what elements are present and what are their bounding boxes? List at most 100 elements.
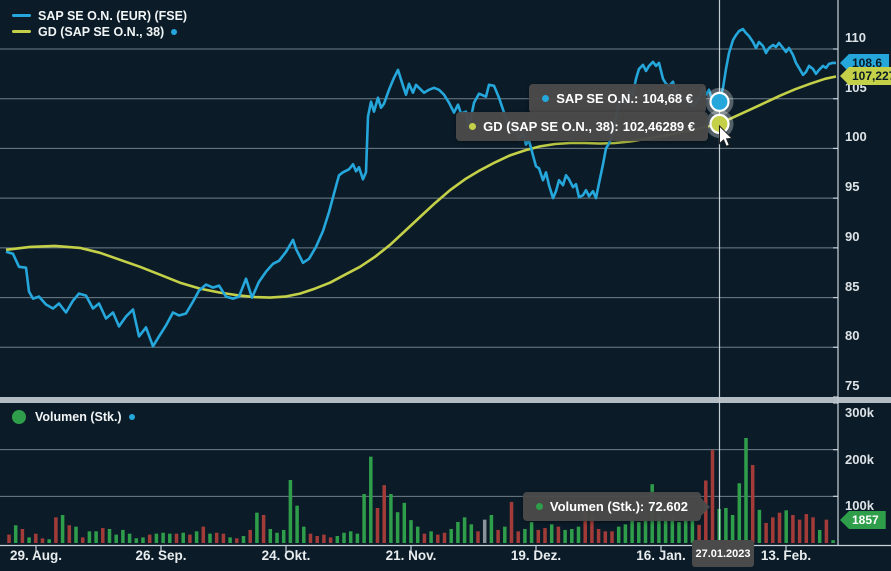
volume-bar[interactable] — [556, 526, 561, 543]
volume-bar[interactable] — [154, 533, 159, 543]
volume-bar[interactable] — [797, 519, 802, 543]
volume-bar[interactable] — [328, 537, 333, 543]
volume-bar[interactable] — [255, 512, 259, 543]
volume-bar[interactable] — [315, 535, 319, 543]
volume-bar[interactable] — [710, 450, 715, 543]
volume-bar[interactable] — [422, 533, 427, 543]
volume-bar[interactable] — [583, 507, 587, 543]
volume-bar[interactable] — [348, 531, 353, 543]
volume-bar[interactable] — [744, 437, 748, 543]
volume-bar[interactable] — [817, 529, 822, 543]
volume-bar[interactable] — [322, 534, 326, 543]
volume-bar[interactable] — [114, 534, 118, 543]
legend-gd-series[interactable]: GD (SAP SE O.N., 38) — [12, 24, 187, 39]
volume-bar[interactable] — [275, 532, 279, 543]
volume-bar[interactable] — [549, 524, 554, 543]
volume-bar[interactable] — [268, 528, 273, 543]
volume-bar[interactable] — [221, 533, 226, 543]
volume-bar[interactable] — [523, 528, 527, 543]
volume-bar[interactable] — [34, 533, 38, 543]
volume-bar[interactable] — [174, 533, 179, 543]
volume-settings-dot-icon[interactable] — [128, 414, 135, 420]
volume-bar[interactable] — [603, 531, 608, 543]
volume-bar[interactable] — [563, 529, 567, 543]
volume-bar[interactable] — [194, 531, 199, 543]
volume-bar[interactable] — [771, 517, 775, 543]
volume-bar[interactable] — [181, 532, 185, 543]
volume-bar[interactable] — [201, 526, 206, 543]
volume-bar[interactable] — [637, 521, 641, 543]
volume-bar[interactable] — [248, 529, 252, 543]
volume-bar[interactable] — [791, 514, 795, 543]
volume-bar[interactable] — [369, 456, 373, 543]
volume-bar[interactable] — [610, 531, 614, 543]
volume-bar[interactable] — [228, 537, 232, 543]
volume-bar[interactable] — [7, 534, 11, 543]
volume-bar[interactable] — [235, 538, 239, 543]
volume-bar[interactable] — [281, 529, 286, 543]
volume-bar[interactable] — [516, 531, 520, 543]
volume-bar[interactable] — [214, 532, 219, 543]
volume-bar[interactable] — [570, 528, 574, 543]
volume-bar[interactable] — [74, 526, 78, 543]
volume-bar[interactable] — [663, 519, 668, 543]
volume-bar[interactable] — [469, 524, 474, 543]
volume-bar[interactable] — [389, 493, 393, 543]
volume-bar[interactable] — [382, 485, 386, 543]
volume-bar[interactable] — [13, 525, 18, 543]
legend-price-series[interactable]: SAP SE O.N. (EUR) (FSE) — [12, 8, 187, 23]
price-marker[interactable] — [709, 91, 730, 112]
volume-bar[interactable] — [429, 531, 433, 543]
volume-bar[interactable] — [141, 537, 145, 543]
volume-bar[interactable] — [60, 514, 65, 543]
volume-bar[interactable] — [121, 529, 125, 543]
volume-bar[interactable] — [261, 514, 266, 543]
volume-bar[interactable] — [302, 526, 306, 543]
volume-bar[interactable] — [241, 535, 246, 543]
volume-bar[interactable] — [683, 519, 688, 543]
volume-bar[interactable] — [777, 512, 782, 543]
volume-bar[interactable] — [295, 505, 299, 543]
volume-bar[interactable] — [623, 524, 628, 543]
volume-bar[interactable] — [342, 532, 346, 543]
volume-bar[interactable] — [677, 521, 681, 543]
volume-bar[interactable] — [27, 537, 31, 543]
volume-bar[interactable] — [188, 534, 192, 543]
volume-bar[interactable] — [576, 526, 581, 543]
volume-bar[interactable] — [503, 526, 507, 543]
volume-bar[interactable] — [436, 534, 440, 543]
volume-bar[interactable] — [804, 514, 809, 543]
volume-bar[interactable] — [529, 521, 534, 543]
volume-bar[interactable] — [476, 531, 480, 543]
volume-bar[interactable] — [415, 526, 420, 543]
volume-bar[interactable] — [442, 532, 447, 543]
volume-bar[interactable] — [831, 540, 835, 543]
volume-bar[interactable] — [288, 479, 293, 543]
volume-bar[interactable] — [87, 531, 92, 543]
volume-bar[interactable] — [462, 517, 467, 543]
volume-bar[interactable] — [54, 517, 58, 543]
volume-bar[interactable] — [489, 514, 494, 543]
volume-bar[interactable] — [643, 519, 648, 543]
volume-bar[interactable] — [80, 537, 85, 543]
volume-bar[interactable] — [355, 533, 360, 543]
volume-bar[interactable] — [784, 510, 788, 543]
volume-bar[interactable] — [630, 517, 634, 543]
volume-bar[interactable] — [690, 520, 695, 543]
volume-bar[interactable] — [127, 533, 132, 543]
volume-bar[interactable] — [824, 519, 829, 543]
volume-legend[interactable]: Volumen (Stk.) — [12, 410, 135, 424]
volume-bar[interactable] — [757, 509, 762, 543]
volume-bar[interactable] — [40, 538, 45, 543]
volume-bar[interactable] — [670, 517, 675, 543]
volume-bar[interactable] — [375, 507, 380, 543]
volume-bar[interactable] — [20, 528, 25, 543]
volume-bar[interactable] — [94, 531, 98, 543]
volume-bar[interactable] — [536, 529, 541, 543]
volume-bar[interactable] — [811, 517, 815, 543]
volume-bar[interactable] — [509, 501, 514, 543]
volume-bar[interactable] — [482, 519, 487, 543]
volume-bar[interactable] — [697, 524, 701, 543]
pane-separator[interactable] — [0, 397, 891, 403]
